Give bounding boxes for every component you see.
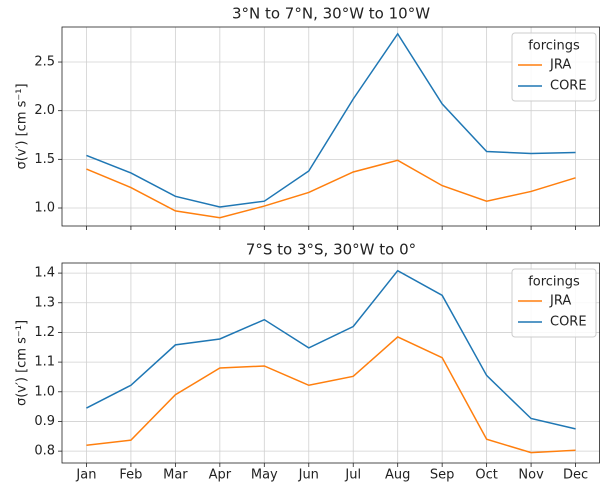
y-axis-label: σ(v′) [cm s⁻¹]: [15, 83, 30, 169]
x-tick-label: Jul: [344, 468, 361, 483]
x-tick-label: Feb: [119, 468, 142, 483]
y-tick-label: 0.8: [34, 444, 55, 459]
y-tick-label: 2.0: [34, 103, 55, 118]
y-tick-label: 1.4: [34, 266, 55, 281]
legend-box: [511, 32, 597, 102]
legend-label: CORE: [550, 79, 587, 94]
y-axis-label: σ(v′) [cm s⁻¹]: [15, 320, 30, 406]
x-tick-label: Oct: [475, 468, 497, 483]
x-tick-label: Mar: [163, 468, 188, 483]
legend-title: forcings: [528, 39, 580, 54]
x-tick-label: Nov: [518, 468, 544, 483]
data-line: [86, 269, 576, 430]
y-tick-label: 1.1: [34, 355, 55, 370]
x-tick-label: Aug: [385, 468, 410, 483]
chart-title: 3°N to 7°N, 30°W to 10°W: [232, 5, 430, 23]
legend-label: CORE: [550, 315, 587, 330]
y-tick-label: 1.0: [34, 200, 55, 215]
x-tick-label: Jun: [298, 468, 319, 483]
chart-title: 7°S to 3°S, 30°W to 0°: [246, 241, 416, 259]
legend-label: JRA: [549, 294, 571, 309]
y-tick-label: 1.0: [34, 384, 55, 399]
x-tick-label: Apr: [209, 468, 232, 483]
x-tick-label: Dec: [563, 468, 588, 483]
y-tick-label: 1.2: [34, 325, 55, 340]
y-tick-label: 1.5: [34, 152, 55, 167]
y-tick-label: 1.3: [34, 295, 55, 310]
legend-label: JRA: [549, 58, 571, 73]
legend-box: [511, 268, 597, 338]
plot-frame: [61, 26, 600, 227]
x-tick-label: May: [251, 468, 278, 483]
y-tick-label: 2.5: [34, 55, 55, 70]
x-tick-label: Jan: [75, 468, 96, 483]
legend: forcings JRA CORE: [511, 32, 597, 102]
data-line: [86, 159, 576, 219]
legend: forcings JRA CORE: [511, 268, 597, 338]
legend-title: forcings: [528, 275, 580, 290]
plot-frame: [61, 262, 600, 464]
y-tick-label: 0.9: [34, 414, 55, 429]
data-line: [86, 32, 576, 208]
x-tick-label: Sep: [430, 468, 455, 483]
data-line: [86, 335, 576, 454]
